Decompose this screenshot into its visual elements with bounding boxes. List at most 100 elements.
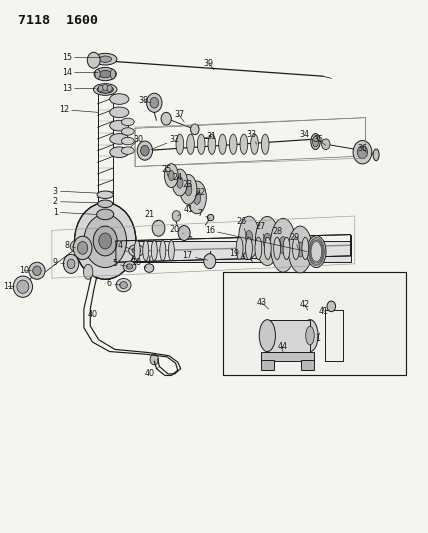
Ellipse shape [116, 278, 131, 292]
Text: 32: 32 [151, 135, 180, 150]
Text: 18: 18 [131, 258, 147, 268]
Ellipse shape [122, 128, 134, 135]
Ellipse shape [122, 147, 134, 155]
Ellipse shape [29, 262, 45, 279]
Ellipse shape [259, 320, 276, 352]
Circle shape [84, 214, 127, 268]
Text: 5: 5 [113, 260, 128, 268]
Ellipse shape [110, 134, 129, 144]
Text: 13: 13 [62, 84, 95, 93]
Circle shape [98, 85, 103, 92]
Ellipse shape [265, 237, 271, 260]
Ellipse shape [151, 240, 157, 261]
Text: 20: 20 [169, 225, 183, 234]
Circle shape [353, 141, 372, 164]
Ellipse shape [292, 237, 299, 260]
Circle shape [103, 84, 108, 91]
Text: 35: 35 [313, 135, 326, 146]
Text: 26: 26 [237, 217, 247, 237]
Text: 41: 41 [319, 306, 329, 316]
Text: 41: 41 [178, 205, 193, 216]
Text: 19: 19 [229, 249, 245, 258]
Ellipse shape [274, 237, 280, 260]
Bar [268, 320, 310, 352]
Circle shape [161, 112, 171, 125]
Ellipse shape [70, 240, 82, 252]
Ellipse shape [176, 134, 184, 155]
Text: 15: 15 [62, 53, 101, 62]
Ellipse shape [97, 209, 114, 220]
Bar [301, 360, 314, 370]
Circle shape [74, 203, 136, 279]
Circle shape [178, 225, 190, 240]
Circle shape [63, 254, 79, 273]
Ellipse shape [164, 164, 178, 188]
Ellipse shape [99, 56, 112, 62]
Bar [261, 352, 314, 361]
Circle shape [190, 124, 199, 135]
Ellipse shape [302, 237, 309, 260]
Text: 40: 40 [144, 368, 158, 378]
Circle shape [327, 301, 336, 312]
Circle shape [67, 259, 75, 269]
Ellipse shape [240, 134, 248, 155]
Ellipse shape [306, 326, 314, 345]
Bar [223, 272, 406, 375]
Ellipse shape [288, 226, 312, 273]
Circle shape [357, 146, 368, 159]
Text: 22: 22 [195, 188, 205, 197]
Ellipse shape [251, 134, 259, 155]
Bar [116, 241, 351, 262]
Circle shape [87, 52, 100, 68]
Ellipse shape [93, 84, 117, 95]
Ellipse shape [17, 280, 29, 293]
Ellipse shape [296, 242, 304, 257]
Ellipse shape [208, 214, 214, 221]
Ellipse shape [97, 191, 113, 198]
Ellipse shape [123, 261, 136, 272]
Ellipse shape [283, 237, 290, 260]
Text: 44: 44 [277, 342, 287, 353]
Text: 16: 16 [205, 226, 307, 252]
Ellipse shape [180, 174, 197, 204]
Bar [261, 360, 274, 370]
Ellipse shape [311, 134, 320, 150]
Ellipse shape [246, 237, 253, 260]
Ellipse shape [122, 138, 134, 145]
Ellipse shape [98, 200, 113, 207]
Circle shape [73, 236, 92, 260]
Ellipse shape [193, 190, 201, 205]
Ellipse shape [120, 281, 128, 288]
Text: 21: 21 [144, 210, 158, 221]
Ellipse shape [279, 237, 288, 254]
Ellipse shape [13, 276, 33, 297]
Ellipse shape [33, 266, 41, 276]
Ellipse shape [197, 134, 205, 155]
Text: 37: 37 [174, 110, 184, 122]
Ellipse shape [126, 264, 133, 269]
Ellipse shape [239, 216, 259, 259]
Text: 3: 3 [53, 187, 98, 196]
Text: 2: 2 [53, 197, 98, 206]
Ellipse shape [169, 171, 174, 181]
Ellipse shape [270, 219, 296, 272]
Circle shape [150, 98, 158, 108]
Ellipse shape [110, 147, 129, 158]
Ellipse shape [244, 252, 251, 260]
Text: 25: 25 [161, 165, 171, 176]
Circle shape [172, 211, 181, 221]
Ellipse shape [97, 86, 113, 93]
Ellipse shape [245, 231, 253, 244]
Ellipse shape [312, 136, 318, 147]
Text: 36: 36 [357, 144, 368, 153]
Circle shape [321, 139, 330, 150]
Text: 34: 34 [300, 130, 315, 142]
Ellipse shape [99, 70, 111, 78]
Ellipse shape [219, 134, 226, 155]
Text: 33: 33 [247, 130, 257, 144]
Text: 29: 29 [289, 233, 299, 249]
Ellipse shape [122, 118, 134, 126]
Text: 12: 12 [59, 105, 98, 114]
Circle shape [152, 220, 165, 236]
Ellipse shape [94, 67, 116, 80]
